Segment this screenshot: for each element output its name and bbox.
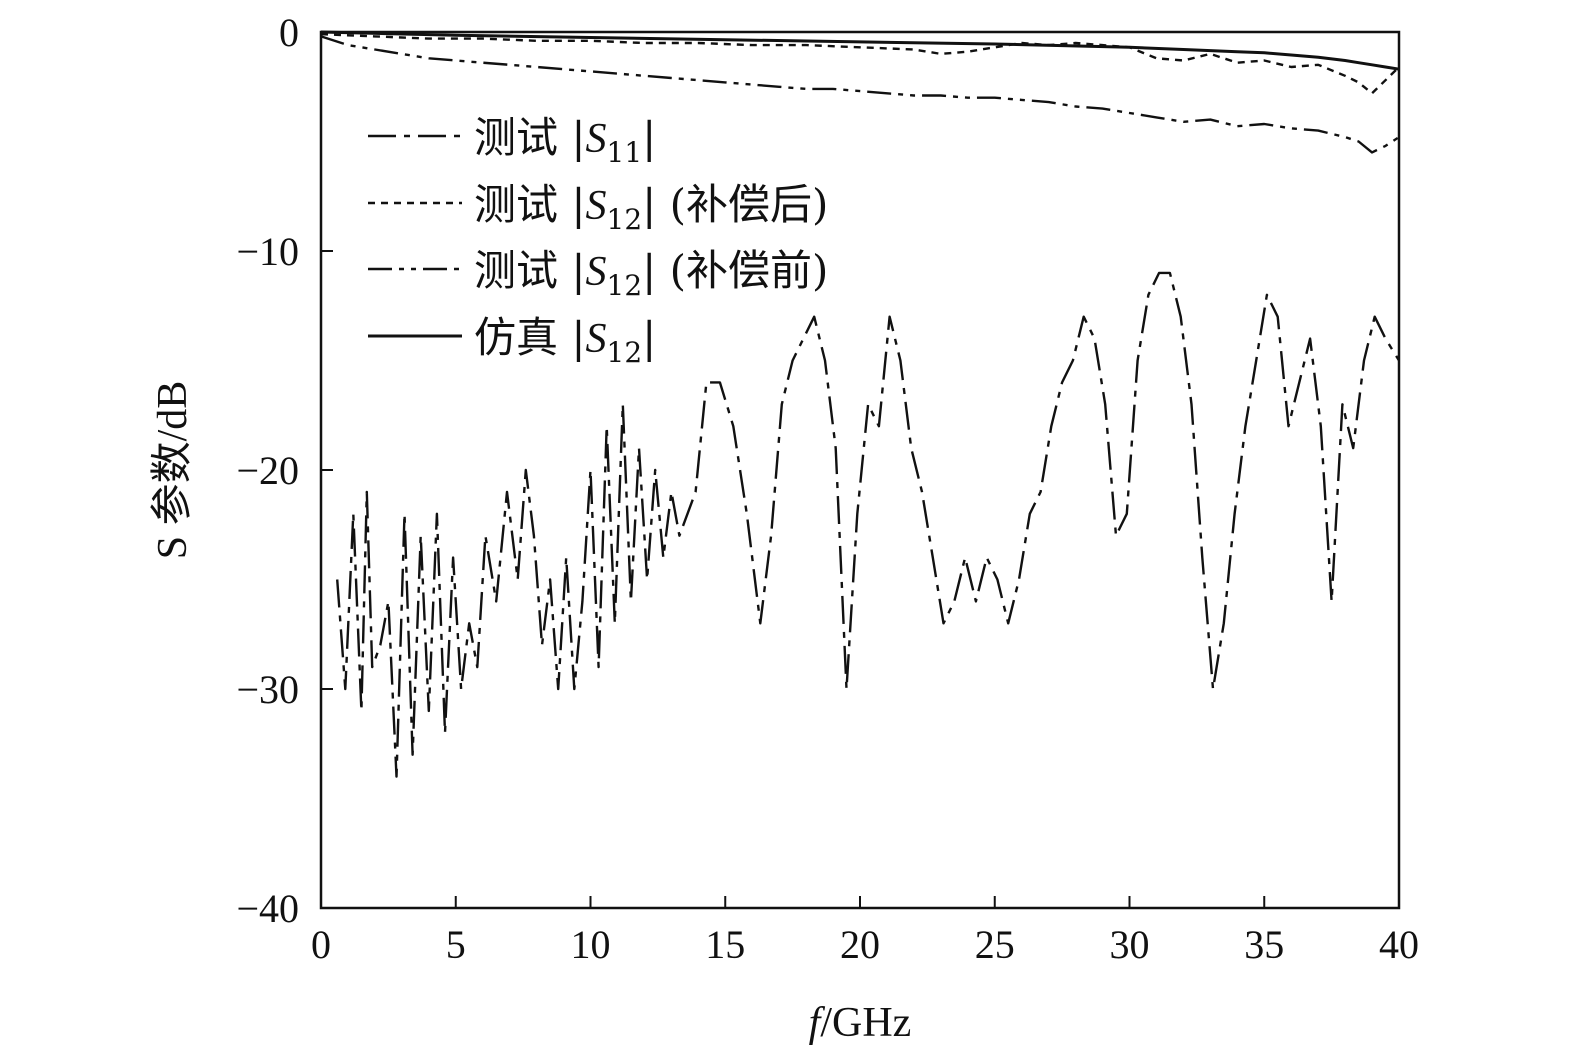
series-line-4 — [320, 30, 1400, 71]
x-tick-label: 20 — [840, 922, 880, 967]
x-tick-label: 40 — [1379, 922, 1419, 967]
legend-label-1: 测试 |S11| — [474, 113, 656, 169]
y-tick-label: 0 — [279, 10, 299, 55]
x-tick-label: 30 — [1110, 922, 1150, 967]
y-tick-label: −30 — [236, 667, 299, 712]
y-tick-label: −20 — [236, 448, 299, 493]
y-tick-label: −40 — [236, 886, 299, 931]
x-tick-label: 10 — [571, 922, 611, 967]
x-tick-label: 0 — [311, 922, 331, 967]
series-line-1 — [336, 271, 1401, 778]
legend-label-3: 测试 |S12| (补偿前) — [474, 246, 828, 302]
x-tick-label: 35 — [1244, 922, 1284, 967]
legend: 测试 |S11| 测试 |S12| (补偿后) 测试 |S12| (补偿前) 仿真 |… — [368, 113, 828, 369]
x-tick-label: 25 — [975, 922, 1015, 967]
y-axis-title: S 参数/dB — [149, 381, 196, 560]
x-tick-label: 5 — [446, 922, 466, 967]
x-axis-title: f/GHz — [809, 1000, 912, 1046]
y-tick-label: −10 — [236, 229, 299, 274]
legend-label-4: 仿真 |S12| — [474, 313, 656, 369]
series-line-3 — [320, 35, 1400, 154]
x-tick-label: 15 — [705, 922, 745, 967]
series-layer — [320, 30, 1401, 778]
legend-label-2: 测试 |S12| (补偿后) — [474, 180, 828, 236]
tick-layer: 0 5 10 15 20 25 30 35 40 0 −10 −20 −30 −40 — [236, 10, 1419, 967]
plot-frame — [319, 30, 1401, 910]
